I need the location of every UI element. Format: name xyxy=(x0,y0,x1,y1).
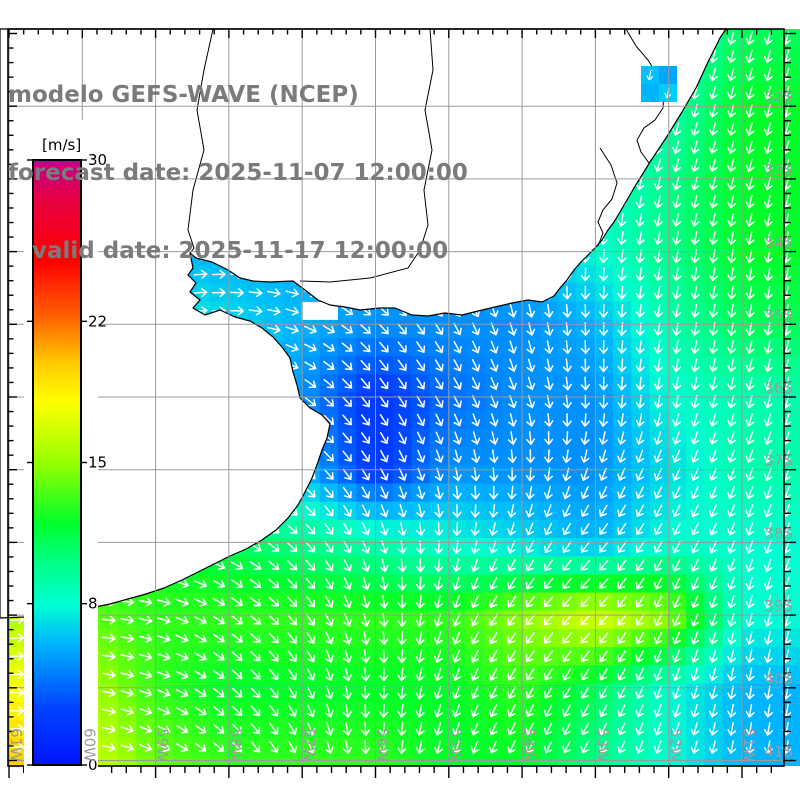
lagoon-outline xyxy=(625,28,665,164)
lat-tick-label: 38S xyxy=(764,524,793,542)
lon-tick-label: 58W xyxy=(227,728,245,762)
lon-tick-label: 55W xyxy=(447,728,465,762)
colorbar-tick-label: 22 xyxy=(88,312,107,330)
lat-tick-label: 37S xyxy=(764,452,793,470)
colorbar-tick-label: 30 xyxy=(88,151,107,169)
lat-tick-label: 33S xyxy=(764,161,793,179)
lon-tick-label: 59W xyxy=(154,728,172,762)
lon-tick-label: 51W xyxy=(740,728,758,762)
lon-tick-label: 53W xyxy=(593,728,611,762)
lon-tick-label: 61W xyxy=(7,728,25,762)
colorbar-tick-label: 8 xyxy=(88,595,98,613)
axis-labels: 61W 60W 59W 58W 57W 56W 55W 54W 53W 52W 51W 32S 33S 3… xyxy=(7,88,793,762)
colorbar: [m/s] 30 22 15 8 0 xyxy=(24,120,107,780)
river-line xyxy=(187,28,214,254)
lat-tick-label: 35S xyxy=(764,306,793,324)
lon-tick-label: 60W xyxy=(80,728,98,762)
colorbar-tick-label: 15 xyxy=(88,454,107,472)
lagoon-cells xyxy=(641,66,677,102)
lon-tick-label: 54W xyxy=(520,728,538,762)
lon-tick-label: 57W xyxy=(300,728,318,762)
lat-tick-label: 34S xyxy=(764,234,793,252)
lat-tick-label: 40S xyxy=(764,670,793,688)
lat-tick-label: 39S xyxy=(764,597,793,615)
river-line xyxy=(299,28,434,283)
colorbar-unit-label: [m/s] xyxy=(42,136,81,154)
lon-tick-label: 56W xyxy=(374,728,392,762)
lat-tick-label: 41S xyxy=(764,743,793,761)
lon-tick-label: 52W xyxy=(667,728,685,762)
colorbar-tick-label: 0 xyxy=(88,756,98,774)
lat-tick-label: 32S xyxy=(764,88,793,106)
lat-tick-label: 36S xyxy=(764,379,793,397)
land-coastline xyxy=(0,28,727,619)
lagoon-outline xyxy=(597,147,618,247)
